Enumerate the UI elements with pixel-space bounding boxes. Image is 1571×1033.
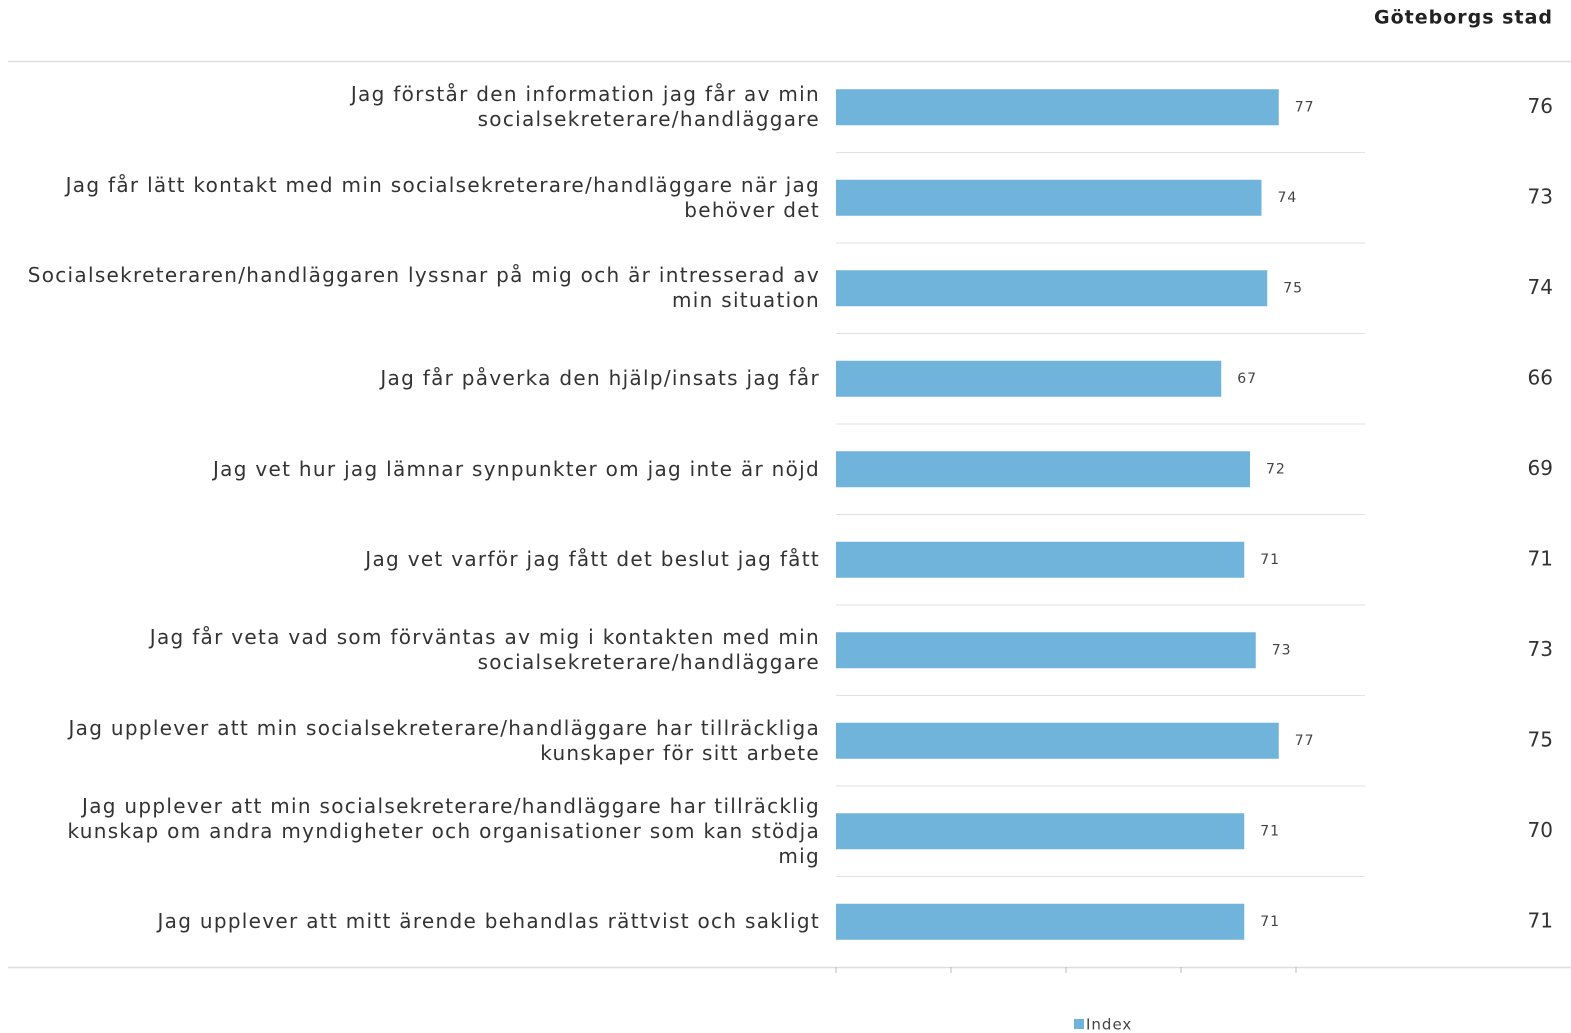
data-label: 75 xyxy=(1283,280,1303,296)
comparison-value: 73 xyxy=(1528,184,1553,208)
category-label: Jag vet hur jag lämnar synpunkter om jag… xyxy=(212,456,820,481)
bar xyxy=(836,813,1245,850)
comparison-value: 66 xyxy=(1528,365,1553,389)
category-label: Jag får påverka den hjälp/insats jag får xyxy=(380,366,820,391)
category-label: Jag upplever att mitt ärende behandlas r… xyxy=(157,909,820,934)
comparison-value: 74 xyxy=(1528,275,1553,299)
bar xyxy=(836,632,1256,669)
comparison-value: 70 xyxy=(1528,818,1553,842)
data-label: 67 xyxy=(1237,371,1257,387)
data-label: 73 xyxy=(1272,642,1292,658)
bar xyxy=(836,451,1250,488)
category-label: Jag förstår den information jag får av m… xyxy=(350,82,820,132)
data-label: 71 xyxy=(1260,914,1280,930)
data-label: 74 xyxy=(1278,190,1298,206)
bar xyxy=(836,903,1245,940)
comparison-value: 75 xyxy=(1528,727,1553,751)
category-label: Socialsekreteraren/handläggaren lyssnar … xyxy=(27,263,820,313)
category-label: Jag får lätt kontakt med min socialsekre… xyxy=(65,172,820,222)
category-label: Jag upplever att min socialsekreterare/h… xyxy=(67,793,820,868)
bar xyxy=(836,179,1262,216)
legend-label: Index xyxy=(1086,1016,1132,1033)
data-label: 72 xyxy=(1266,461,1286,477)
comparison-value: 69 xyxy=(1528,456,1553,480)
data-label: 71 xyxy=(1260,823,1280,839)
comparison-value: 71 xyxy=(1528,546,1553,570)
legend-swatch xyxy=(1074,1019,1084,1029)
bar xyxy=(836,270,1268,307)
comparison-value: 71 xyxy=(1528,908,1553,932)
category-label: Jag får veta vad som förväntas av mig i … xyxy=(149,625,820,675)
bar xyxy=(836,722,1279,759)
data-label: 71 xyxy=(1260,552,1280,568)
bar xyxy=(836,360,1222,397)
bar xyxy=(836,89,1279,126)
data-label: 77 xyxy=(1295,733,1315,749)
category-label: Jag vet varför jag fått det beslut jag f… xyxy=(365,547,820,572)
comparison-value: 76 xyxy=(1528,94,1553,118)
comparison-value: 73 xyxy=(1528,637,1553,661)
bar xyxy=(836,541,1245,578)
category-label: Jag upplever att min socialsekreterare/h… xyxy=(68,715,820,765)
comparison-header: Göteborgs stad xyxy=(1374,7,1553,29)
data-label: 77 xyxy=(1295,99,1315,115)
